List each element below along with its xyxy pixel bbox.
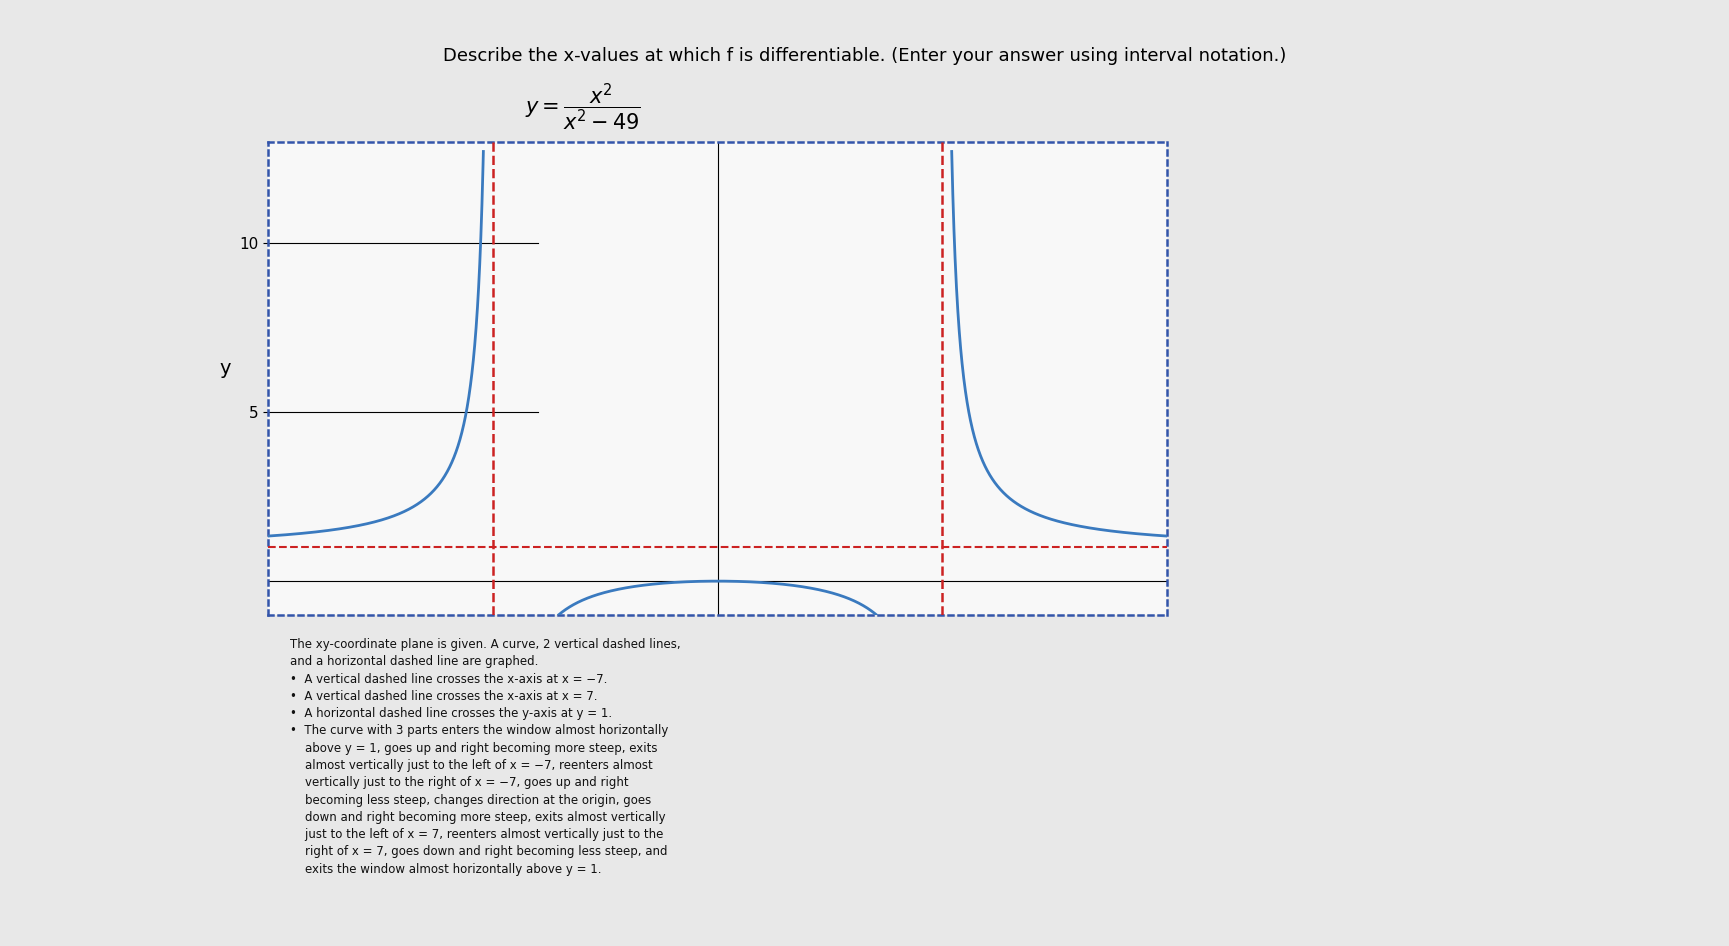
Text: exits the window almost horizontally above y = 1.: exits the window almost horizontally abo…: [290, 863, 602, 876]
Text: •  A horizontal dashed line crosses the y-axis at y = 1.: • A horizontal dashed line crosses the y…: [290, 708, 612, 720]
Text: Describe the x-values at which f is differentiable. (Enter your answer using int: Describe the x-values at which f is diff…: [443, 47, 1286, 65]
Text: vertically just to the right of x = −7, goes up and right: vertically just to the right of x = −7, …: [290, 777, 629, 789]
Text: $y = \dfrac{x^2}{x^2 - 49}$: $y = \dfrac{x^2}{x^2 - 49}$: [524, 81, 641, 132]
Text: becoming less steep, changes direction at the origin, goes: becoming less steep, changes direction a…: [290, 794, 652, 807]
Text: •  A vertical dashed line crosses the x-axis at x = −7.: • A vertical dashed line crosses the x-a…: [290, 673, 609, 686]
Text: The xy-coordinate plane is given. A curve, 2 vertical dashed lines,: The xy-coordinate plane is given. A curv…: [290, 639, 681, 651]
Text: just to the left of x = 7, reenters almost vertically just to the: just to the left of x = 7, reenters almo…: [290, 828, 664, 841]
Text: almost vertically just to the left of x = −7, reenters almost: almost vertically just to the left of x …: [290, 759, 654, 772]
Text: down and right becoming more steep, exits almost vertically: down and right becoming more steep, exit…: [290, 811, 666, 824]
Text: •  A vertical dashed line crosses the x-axis at x = 7.: • A vertical dashed line crosses the x-a…: [290, 690, 598, 703]
Text: right of x = 7, goes down and right becoming less steep, and: right of x = 7, goes down and right beco…: [290, 846, 667, 858]
Text: above y = 1, goes up and right becoming more steep, exits: above y = 1, goes up and right becoming …: [290, 742, 659, 755]
Text: and a horizontal dashed line are graphed.: and a horizontal dashed line are graphed…: [290, 656, 539, 669]
Y-axis label: y: y: [220, 359, 232, 378]
Text: •  The curve with 3 parts enters the window almost horizontally: • The curve with 3 parts enters the wind…: [290, 725, 669, 738]
